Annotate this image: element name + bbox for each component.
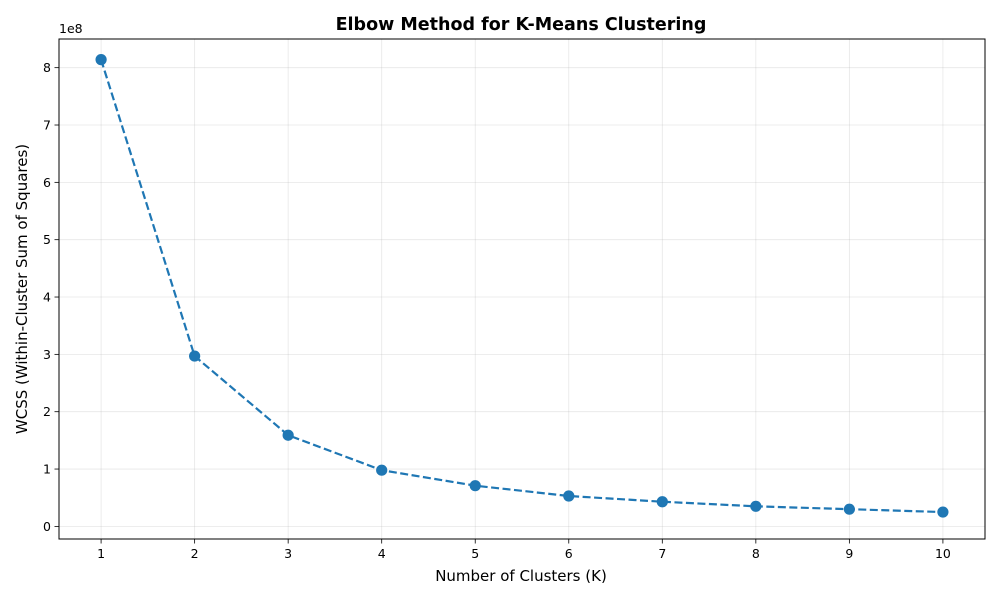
x-tick-label: 5 — [471, 546, 479, 561]
data-point — [843, 503, 855, 515]
x-axis-ticks: 1 2 3 4 5 6 7 8 9 10 — [97, 539, 951, 561]
grid-y — [59, 67, 985, 527]
x-tick-label: 9 — [845, 546, 853, 561]
plot-frame — [58, 38, 986, 540]
data-point — [376, 464, 388, 476]
y-tick-label: 8 — [43, 60, 51, 75]
x-tick-label: 8 — [752, 546, 760, 561]
x-tick-label: 6 — [565, 546, 573, 561]
y-tick-label: 0 — [43, 519, 51, 534]
data-point — [282, 429, 294, 441]
data-point — [937, 506, 949, 518]
y-tick-label: 1 — [43, 462, 51, 477]
plot-area — [59, 39, 985, 539]
data-point — [189, 350, 201, 362]
x-tick-label: 7 — [658, 546, 666, 561]
x-tick-label: 4 — [378, 546, 386, 561]
data-point — [750, 500, 762, 512]
y-axis-ticks: 0 1 2 3 4 5 6 7 8 — [43, 60, 59, 534]
x-tick-label: 1 — [97, 546, 105, 561]
y-tick-label: 5 — [43, 232, 51, 247]
data-point — [95, 54, 107, 66]
y-tick-label: 4 — [43, 290, 51, 305]
x-tick-label: 2 — [191, 546, 199, 561]
series-layer — [95, 54, 949, 518]
data-point — [563, 490, 575, 502]
data-point — [469, 480, 481, 492]
x-tick-label: 10 — [935, 546, 951, 561]
y-tick-label: 2 — [43, 404, 51, 419]
x-axis-label: Number of Clusters (K) — [435, 567, 607, 585]
grid-x — [100, 39, 944, 539]
series-line — [100, 59, 943, 514]
y-tick-label: 3 — [43, 347, 51, 362]
x-tick-label: 3 — [284, 546, 292, 561]
y-tick-label: 7 — [43, 118, 51, 133]
data-point — [656, 496, 668, 508]
y-axis-label: WCSS (Within-Cluster Sum of Squares) — [13, 144, 31, 434]
y-tick-label: 6 — [43, 175, 51, 190]
y-offset-label: 1e8 — [59, 21, 83, 36]
chart-title: Elbow Method for K-Means Clustering — [336, 15, 707, 35]
